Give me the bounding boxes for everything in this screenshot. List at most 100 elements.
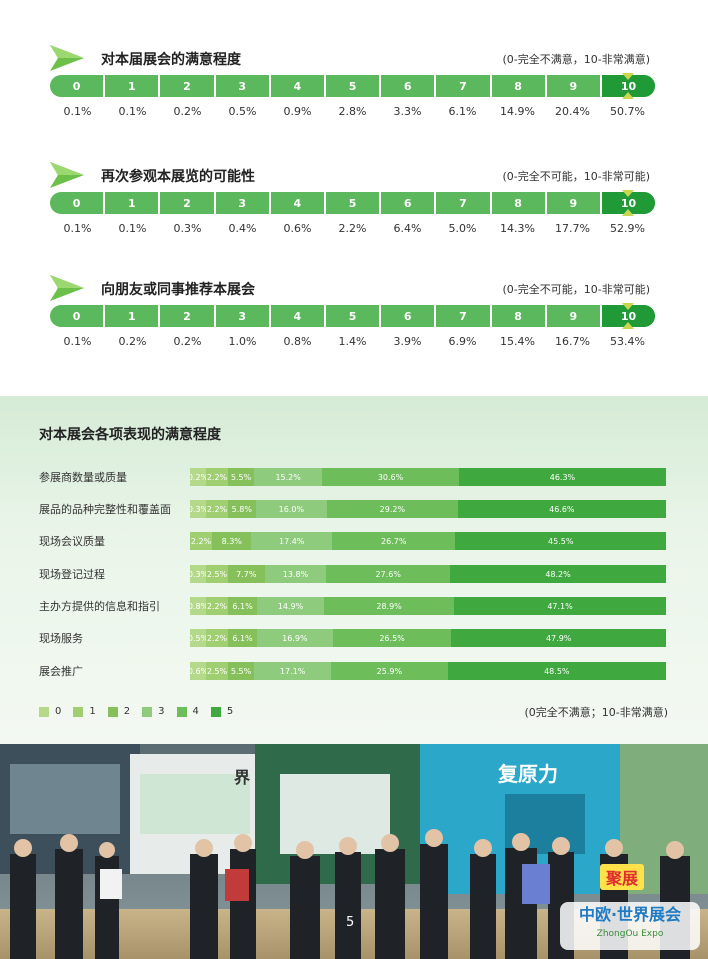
score-cell: 5 xyxy=(326,75,382,97)
stacked-bar: 0.5%2.2%6.1%16.9%26.5%47.9% xyxy=(190,629,666,647)
bar-segment-score-1: 2.2% xyxy=(206,468,228,486)
bar-segment-score-4: 30.6% xyxy=(322,468,459,486)
score-percentage: 6.1% xyxy=(448,105,477,118)
score-percentage: 2.8% xyxy=(338,105,367,118)
score-cell: 1 xyxy=(105,75,161,97)
score-cell: 10 xyxy=(601,75,655,97)
score-percentage: 53.4% xyxy=(610,335,645,348)
stacked-bar: 0.3%2.2%5.8%16.0%29.2%46.6% xyxy=(190,500,666,518)
bar-segment-score-0: 0.6% xyxy=(190,662,206,680)
legend-swatch xyxy=(73,706,84,717)
bar-segment-score-3: 17.1% xyxy=(254,662,332,680)
performance-legend: 0 1 2 3 4 5 xyxy=(39,706,233,717)
legend-label: 5 xyxy=(226,706,234,717)
score-percentage: 0.1% xyxy=(118,105,147,118)
score-scale-bar: 0 1 2 3 4 5 6 7 8 9 10 xyxy=(50,192,655,214)
percentage-row: 0.1% 0.1% 0.3% 0.4% 0.6% 2.2% 6.4% 5.0% 14.3% 17.… xyxy=(50,222,655,235)
score-cell: 2 xyxy=(160,75,216,97)
score-cell: 9 xyxy=(547,75,602,97)
bar-segment-score-1: 2.2% xyxy=(206,597,228,615)
score-percentage: 0.5% xyxy=(228,105,257,118)
score-cell: 1 xyxy=(105,305,161,327)
score-cell: 0 xyxy=(50,305,106,327)
score-percentage: 6.9% xyxy=(448,335,477,348)
stacked-bar: 0.3%2.5%7.7%13.8%27.6%48.2% xyxy=(190,565,666,583)
bar-segment-score-4: 29.2% xyxy=(327,500,458,518)
score-cell: 8 xyxy=(492,75,547,97)
legend-label: 4 xyxy=(192,706,199,717)
legend-swatch xyxy=(107,706,118,717)
highlight-marker-bottom xyxy=(621,92,634,99)
performance-row: 现场登记过程 0.3%2.5%7.7%13.8%27.6%48.2% xyxy=(0,565,708,583)
juzhan-badge: 聚展 xyxy=(600,864,645,890)
booth-sign-jie: 界 xyxy=(234,768,251,787)
bar-segment-score-3: 16.0% xyxy=(255,500,328,518)
bar-segment-score-1: 2.5% xyxy=(206,565,228,583)
score-percentage: 0.6% xyxy=(283,222,312,235)
stacked-bar: 0.8%2.2%6.1%14.9%28.9%47.1% xyxy=(190,597,666,615)
score-cell: 5 xyxy=(326,192,382,214)
bar-segment-score-3: 14.9% xyxy=(257,597,325,615)
expo-hall-illustration xyxy=(0,744,708,959)
legend-label: 3 xyxy=(158,706,165,717)
bar-segment-score-4: 25.9% xyxy=(331,662,448,680)
score-percentage: 0.1% xyxy=(63,335,92,348)
bar-segment-score-0: 0.3% xyxy=(190,500,206,518)
score-cell: 6 xyxy=(381,75,437,97)
stacked-bar: 0.6%2.5%5.5%17.1%25.9%48.5% xyxy=(190,662,666,680)
score-percentage: 0.2% xyxy=(173,335,202,348)
score-cell: 2 xyxy=(160,305,216,327)
score-cell: 10 xyxy=(601,305,655,327)
green-arrow-icon xyxy=(50,45,84,71)
bar-segment-score-4: 26.5% xyxy=(332,629,452,647)
score-cell: 0 xyxy=(50,192,106,214)
score-cell: 4 xyxy=(271,192,326,214)
score-cell: 4 xyxy=(271,305,326,327)
highlight-marker-top xyxy=(621,73,634,80)
performance-row: 参展商数量或质量 0.2%2.2%5.5%15.2%30.6%46.3% xyxy=(0,468,708,486)
score-percentage: 14.3% xyxy=(500,222,535,235)
score-scale-bar: 0 1 2 3 4 5 6 7 8 9 10 xyxy=(50,305,655,327)
page-number: 5 xyxy=(346,915,355,930)
score-cell: 3 xyxy=(216,305,271,327)
bar-segment-score-0: 0.8% xyxy=(190,597,206,615)
score-percentage: 3.3% xyxy=(393,105,422,118)
performance-row: 现场会议质量 2.2% 8.3% 17.4% 26.7% 45.5% xyxy=(0,532,708,550)
score-cell: 1 xyxy=(105,192,161,214)
score-percentage: 0.3% xyxy=(173,222,202,235)
legend-swatch xyxy=(210,706,221,717)
score-percentage: 0.2% xyxy=(118,335,147,348)
bar-segment-score-5: 47.9% xyxy=(451,629,666,647)
score-percentage: 20.4% xyxy=(555,105,590,118)
bar-segment-score-1: 2.2% xyxy=(206,500,228,518)
legend-label: 1 xyxy=(89,706,96,717)
bar-segment-score-0: 0.3% xyxy=(190,565,206,583)
legend-item: 3 xyxy=(142,706,165,717)
legend-item: 5 xyxy=(210,706,234,717)
percentage-row: 0.1% 0.2% 0.2% 1.0% 0.8% 1.4% 3.9% 6.9% 15.4% 16.… xyxy=(50,335,655,348)
score-percentage: 0.1% xyxy=(63,222,92,235)
highlight-marker-bottom xyxy=(621,322,634,329)
bar-segment-score-4: 27.6% xyxy=(326,565,451,583)
performance-row: 现场服务 0.5%2.2%6.1%16.9%26.5%47.9% xyxy=(0,629,708,647)
bar-segment-score-3: 13.8% xyxy=(264,565,327,583)
score-percentage: 1.4% xyxy=(338,335,367,348)
score-percentage: 0.1% xyxy=(63,105,92,118)
legend-label: 2 xyxy=(123,706,131,717)
score-percentage: 3.9% xyxy=(393,335,422,348)
score-percentage: 15.4% xyxy=(500,335,535,348)
scale-title: 向朋友或同事推荐本展会 xyxy=(101,282,255,298)
highlight-marker-bottom xyxy=(621,209,634,216)
score-cell: 2 xyxy=(160,192,216,214)
legend-item: 1 xyxy=(73,706,96,717)
performance-category-label: 展会推广 xyxy=(39,665,83,678)
score-percentage: 0.9% xyxy=(283,105,312,118)
scale-range-note: (0-完全不可能，10-非常可能) xyxy=(502,170,650,183)
bar-segment-score-5: 48.2% xyxy=(450,565,666,583)
score-cell: 3 xyxy=(216,192,271,214)
score-percentage: 17.7% xyxy=(555,222,590,235)
performance-category-label: 现场会议质量 xyxy=(39,535,105,548)
bar-segment-score-2: 5.5% xyxy=(228,468,255,486)
bar-segment-score-2: 8.3% xyxy=(212,532,252,550)
highlight-marker-top xyxy=(621,190,634,197)
